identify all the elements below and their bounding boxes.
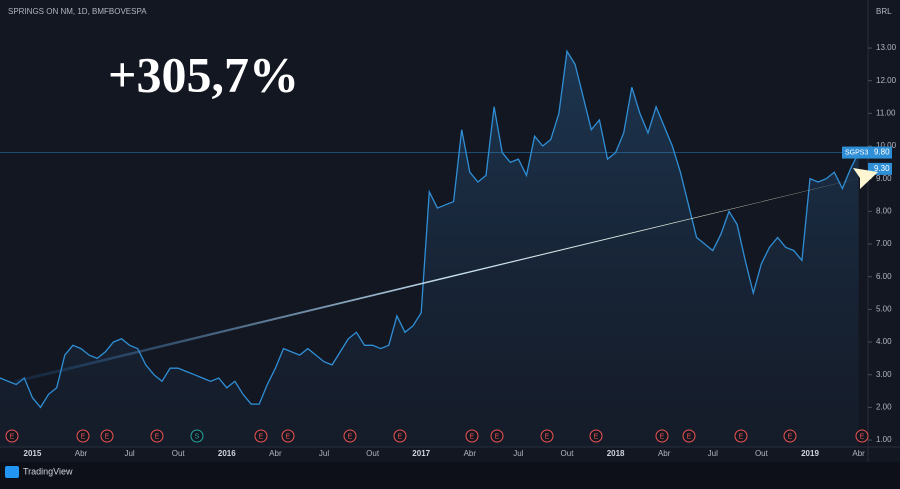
brand-logo <box>5 466 19 478</box>
event-label: E <box>739 433 744 440</box>
x-tick-label: 2019 <box>801 449 819 458</box>
x-tick-label: Abr <box>464 449 477 458</box>
event-marker <box>734 429 748 443</box>
event-label: E <box>788 433 793 440</box>
event-marker <box>5 429 19 443</box>
event-marker <box>655 429 669 443</box>
event-marker <box>393 429 407 443</box>
price-badge-label: 9.80 <box>874 148 890 157</box>
event-label: E <box>105 433 110 440</box>
arrow <box>15 168 878 383</box>
y-tick-label: 7.00 <box>876 239 892 248</box>
x-tick-label: Out <box>561 449 575 458</box>
event-label: E <box>286 433 291 440</box>
event-label: E <box>259 433 264 440</box>
x-tick-label: Abr <box>658 449 671 458</box>
event-marker <box>343 429 357 443</box>
event-label: S <box>195 433 200 440</box>
footer-bar <box>0 462 900 489</box>
x-tick-label: Abr <box>269 449 282 458</box>
event-marker <box>682 429 696 443</box>
y-tick-label: 1.00 <box>876 435 892 444</box>
price-badge <box>868 146 892 159</box>
event-label: E <box>594 433 599 440</box>
x-tick-label: Jul <box>708 449 718 458</box>
y-tick-label: 3.00 <box>876 370 892 379</box>
currency: BRL <box>876 7 892 16</box>
x-tick-label: Abr <box>75 449 88 458</box>
event-label: E <box>495 433 500 440</box>
event-marker <box>254 429 268 443</box>
area <box>0 51 859 448</box>
event-marker <box>150 429 164 443</box>
x-tick-label: 2018 <box>607 449 625 458</box>
y-tick-label: 11.00 <box>876 108 896 117</box>
event-marker <box>465 429 479 443</box>
symbol-badge <box>842 146 868 159</box>
event-label: E <box>860 433 865 440</box>
event-marker <box>540 429 554 443</box>
event-marker <box>589 429 603 443</box>
x-tick-label: Jul <box>319 449 329 458</box>
event-label: E <box>545 433 550 440</box>
event-marker <box>190 429 204 443</box>
x-tick-label: 2015 <box>24 449 42 458</box>
y-tick-label: 5.00 <box>876 304 892 313</box>
y-tick-label: 13.00 <box>876 43 897 52</box>
y-tick-label: 6.00 <box>876 272 892 281</box>
y-tick-label: 9.00 <box>876 174 892 183</box>
x-tick-label: Jul <box>124 449 134 458</box>
symbol-title: SPRINGS ON NM, 1D, BMFBOVESPA <box>8 7 147 16</box>
event-marker <box>490 429 504 443</box>
event-marker <box>783 429 797 443</box>
y-tick-label: 8.00 <box>876 206 892 215</box>
x-tick-label: Out <box>755 449 769 458</box>
price-badge-label: 9.30 <box>874 164 890 173</box>
brand: TradingView <box>23 466 73 476</box>
event-marker <box>855 429 869 443</box>
event-label: E <box>81 433 86 440</box>
y-tick-label: 4.00 <box>876 337 892 346</box>
x-tick-label: 2017 <box>412 449 430 458</box>
x-tick-label: Out <box>172 449 186 458</box>
plot: 1.00 2.00 3.00 4.00 5.00 6.00 7.00 8.00 9.00 10.0… <box>0 43 897 458</box>
event-label: E <box>470 433 475 440</box>
event-label: E <box>660 433 665 440</box>
x-tick-label: Abr <box>852 449 865 458</box>
x-tick-label: Out <box>366 449 380 458</box>
event-label: E <box>10 433 15 440</box>
event-marker <box>100 429 114 443</box>
event-label: E <box>155 433 160 440</box>
y-tick-label: 12.00 <box>876 76 897 85</box>
price-line <box>0 49 860 409</box>
event-label: E <box>348 433 353 440</box>
event-marker <box>281 429 295 443</box>
symbol-badge-label: SGPS3 <box>845 149 868 156</box>
y-tick-label: 10.00 <box>876 141 897 150</box>
event-marker <box>76 429 90 443</box>
x-tick-label: 2016 <box>218 449 236 458</box>
x-tick-label: Jul <box>513 449 523 458</box>
annotation: +305,7% <box>108 46 299 102</box>
y-tick-label: 2.00 <box>876 403 892 412</box>
event-label: E <box>687 433 692 440</box>
event-label: E <box>398 433 403 440</box>
